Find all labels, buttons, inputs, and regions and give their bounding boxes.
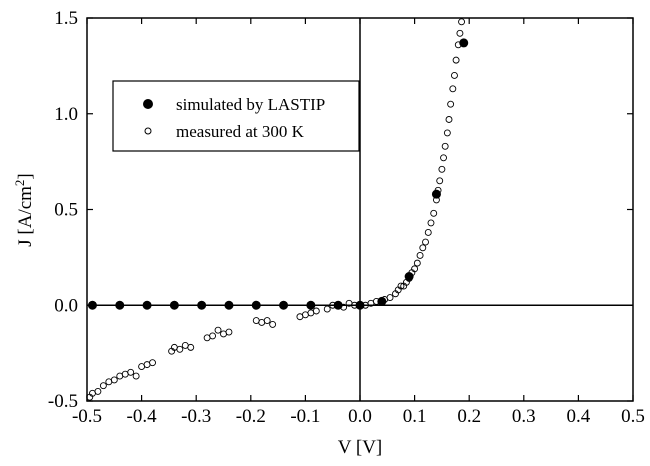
measured-point [263, 317, 271, 325]
simulated-point [251, 300, 261, 310]
simulated-point [142, 300, 152, 310]
x-tick-label: -0.1 [290, 406, 320, 427]
simulated-point [404, 272, 414, 282]
series-measured [86, 18, 466, 401]
y-tick-label: -0.5 [48, 391, 78, 412]
measured-point [422, 238, 429, 246]
measured-point [99, 382, 107, 390]
measured-point [440, 154, 447, 162]
measured-point [436, 177, 444, 185]
simulated-point [224, 300, 234, 310]
y-axis-label: J [A/cm2] [12, 173, 36, 247]
y-tick-label: 0.0 [54, 295, 78, 316]
simulated-point [431, 189, 441, 199]
measured-point [225, 328, 233, 336]
x-tick-label: 0.0 [348, 406, 372, 427]
measured-point [458, 18, 466, 26]
simulated-point [169, 300, 179, 310]
measured-point [416, 252, 424, 259]
measured-point [386, 294, 394, 302]
measured-point [451, 71, 458, 79]
measured-point [312, 307, 320, 315]
measured-point [269, 320, 277, 328]
reference-lines [87, 18, 633, 401]
legend-box [112, 80, 360, 152]
simulated-point [459, 38, 469, 48]
simulated-point [333, 300, 343, 310]
simulated-point [306, 300, 316, 310]
measured-point [424, 229, 432, 236]
x-axis-label: V [V] [338, 437, 383, 458]
ticks: -0.5 -0.4 -0.3 -0.2 -0.1 0.0 0.1 0.2 0.3 0.4 0.5 -0… [48, 8, 645, 427]
measured-point [427, 219, 435, 227]
measured-point [452, 56, 460, 64]
x-tick-label: -0.2 [236, 406, 266, 427]
measured-point [209, 332, 217, 340]
x-tick-label: -0.5 [72, 406, 102, 427]
measured-point [438, 165, 446, 173]
measured-point [110, 376, 118, 384]
measured-point [176, 345, 184, 353]
measured-point [447, 100, 455, 108]
measured-point [187, 343, 195, 351]
x-tick-label: -0.3 [181, 406, 211, 427]
legend-marker-simulated [143, 99, 153, 109]
measured-point [411, 265, 419, 273]
y-tick-label: 0.5 [54, 200, 78, 221]
simulated-point [377, 296, 387, 306]
x-tick-label: 0.4 [567, 406, 591, 427]
x-tick-label: 0.2 [457, 406, 481, 427]
measured-point [214, 326, 222, 334]
measured-point [443, 129, 451, 137]
measured-point [127, 368, 135, 376]
y-tick-label: 1.0 [54, 104, 78, 125]
measured-point [132, 372, 140, 380]
simulated-point [279, 300, 289, 310]
measured-point [419, 244, 427, 252]
measured-point [456, 29, 464, 37]
simulated-point [115, 300, 125, 310]
measured-point [149, 359, 156, 367]
measured-point [441, 142, 449, 150]
x-tick-label: 0.3 [512, 406, 536, 427]
simulated-point [197, 300, 207, 310]
legend: simulated by LASTIP measured at 300 K [112, 80, 360, 152]
legend-label-simulated: simulated by LASTIP [176, 95, 325, 114]
legend-label-measured: measured at 300 K [176, 122, 305, 141]
simulated-point [87, 300, 97, 310]
measured-point [449, 85, 457, 93]
measured-point [94, 387, 102, 395]
simulated-point [355, 300, 365, 310]
y-tick-label: 1.5 [54, 8, 78, 29]
x-tick-label: 0.1 [403, 406, 427, 427]
legend-marker-measured [144, 127, 152, 135]
x-tick-label: 0.5 [621, 406, 645, 427]
measured-point [323, 305, 331, 313]
measured-point [430, 209, 438, 217]
measured-point [445, 116, 453, 123]
measured-point [413, 259, 421, 267]
series-simulated [87, 38, 469, 310]
x-tick-label: -0.4 [127, 406, 158, 427]
measured-point [397, 282, 405, 290]
